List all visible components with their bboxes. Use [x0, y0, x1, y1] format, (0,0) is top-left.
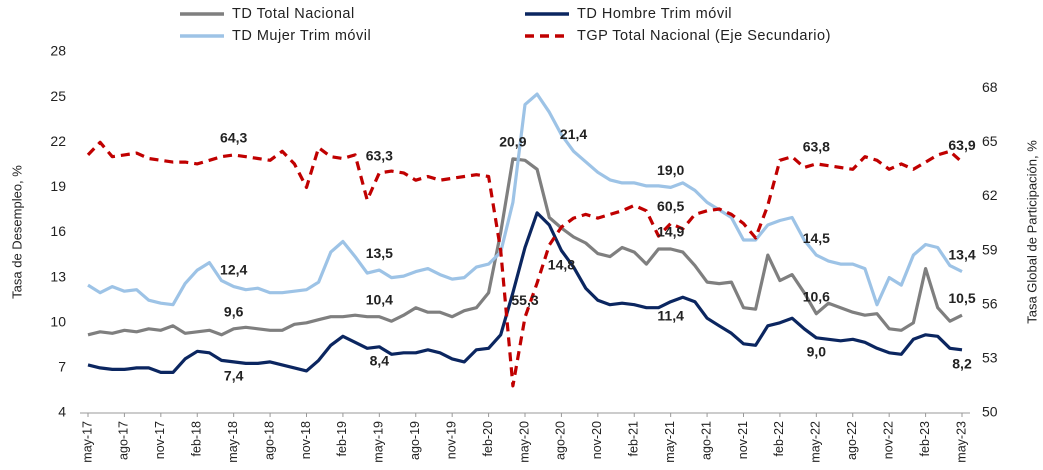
legend-label: TD Total Nacional [232, 6, 355, 22]
data-label: 60,5 [657, 198, 684, 214]
series-line [87, 92, 963, 307]
data-label: 14,8 [548, 256, 575, 272]
y2-tick-label: 50 [982, 404, 998, 420]
data-label: 21,4 [560, 126, 587, 142]
x-tick-label: may-17 [80, 421, 94, 463]
y-tick-label: 13 [50, 268, 66, 284]
y2-tick-label: 56 [982, 295, 998, 311]
data-label: 8,2 [952, 356, 972, 372]
x-tick-label: may-21 [663, 421, 677, 463]
data-label: 12,4 [220, 261, 247, 277]
series-line [87, 211, 963, 374]
data-label: 10,6 [803, 288, 830, 304]
x-tick-label: ago-22 [845, 421, 859, 460]
y-tick-label: 16 [50, 223, 66, 239]
data-label: 63,8 [803, 139, 830, 155]
data-label: 14,5 [803, 230, 830, 246]
y-axis-label: Tasa de Desempleo, % [9, 165, 24, 299]
x-tick-label: feb-22 [772, 421, 786, 456]
x-tick-label: ago-18 [262, 421, 276, 460]
data-label: 9,6 [224, 303, 244, 319]
data-label: 64,3 [220, 130, 247, 146]
x-tick-label: nov-17 [153, 421, 167, 459]
y-tick-label: 19 [50, 178, 66, 194]
x-tick-label: ago-21 [699, 421, 713, 460]
x-tick-label: may-22 [809, 421, 823, 463]
x-tick-label: nov-19 [444, 421, 458, 459]
x-tick-label: ago-19 [408, 421, 422, 460]
data-label: 7,4 [224, 368, 244, 384]
y-tick-label: 4 [58, 404, 66, 420]
data-label: 10,5 [948, 290, 975, 306]
x-tick-label: may-20 [517, 421, 531, 463]
y2-tick-label: 68 [982, 79, 998, 95]
data-label: 14,9 [657, 224, 684, 240]
x-tick-label: may-19 [372, 421, 386, 463]
y2-tick-label: 53 [982, 350, 998, 366]
x-tick-label: feb-21 [627, 421, 641, 456]
legend-label: TGP Total Nacional (Eje Secundario) [577, 28, 831, 44]
x-tick-label: nov-18 [299, 421, 313, 459]
x-tick-label: may-23 [954, 421, 968, 463]
legend-label: TD Hombre Trim móvil [577, 6, 732, 22]
data-label: 11,4 [657, 307, 684, 323]
data-label: 19,0 [657, 162, 684, 178]
y-tick-label: 22 [50, 133, 66, 149]
y2-tick-label: 65 [982, 133, 998, 149]
x-tick-label: may-18 [226, 421, 240, 463]
data-label: 10,4 [366, 291, 393, 307]
y-tick-label: 10 [50, 313, 66, 329]
y2-tick-label: 62 [982, 187, 998, 203]
legend-label: TD Mujer Trim móvil [232, 28, 371, 44]
data-label: 8,4 [370, 353, 390, 369]
x-tick-label: ago-17 [117, 421, 131, 460]
data-label: 63,9 [948, 137, 975, 153]
data-label: 63,3 [366, 148, 393, 164]
x-tick-label: feb-20 [481, 421, 495, 456]
data-label: 9,0 [807, 343, 827, 359]
data-label: 55,3 [511, 292, 538, 308]
x-tick-label: nov-21 [736, 421, 750, 459]
y-tick-label: 25 [50, 88, 66, 104]
y2-tick-label: 59 [982, 241, 998, 257]
x-tick-label: ago-20 [554, 421, 568, 460]
y2-axis-label: Tasa Global de Participación, % [1024, 140, 1039, 324]
y-tick-label: 28 [50, 43, 66, 59]
data-label: 13,4 [948, 246, 975, 262]
x-tick-label: feb-18 [190, 421, 204, 456]
x-tick-label: feb-23 [918, 421, 932, 456]
x-tick-label: feb-19 [335, 421, 349, 456]
x-tick-label: nov-22 [881, 421, 895, 459]
x-tick-label: nov-20 [590, 421, 604, 459]
data-label: 13,5 [366, 245, 393, 261]
series-line [87, 157, 963, 337]
data-label: 20,9 [499, 133, 526, 149]
y-tick-label: 7 [58, 359, 66, 375]
